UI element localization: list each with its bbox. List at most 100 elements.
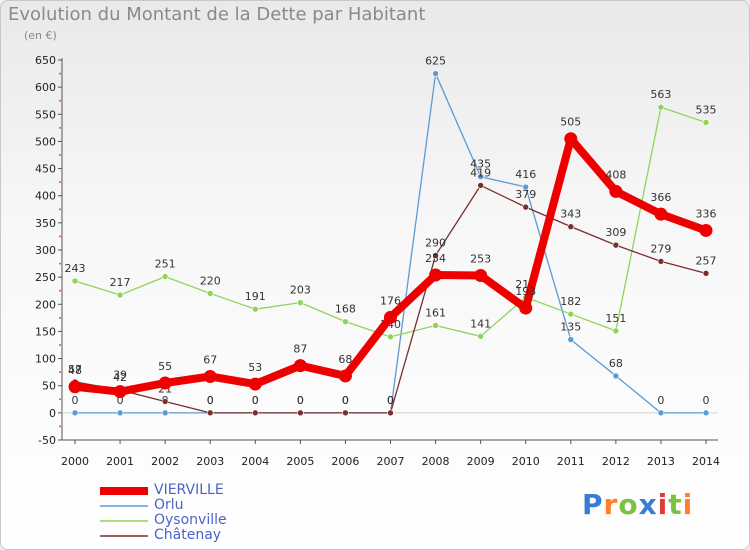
- data-label-orlu: 0: [657, 394, 664, 407]
- data-label-vierville: 55: [158, 360, 172, 373]
- data-label-oysonville: 217: [110, 276, 131, 289]
- y-minor-tick: [59, 371, 61, 374]
- x-tick-label: 2011: [557, 455, 585, 468]
- y-minor-tick: [59, 344, 61, 346]
- chart-unit-label: (en €): [24, 29, 57, 42]
- data-point-orlu: [702, 409, 710, 417]
- data-label-vierville: 87: [293, 343, 307, 356]
- data-label-oysonville: 141: [470, 317, 491, 330]
- data-label-orlu: 0: [387, 394, 394, 407]
- data-point-vierville: [564, 132, 578, 146]
- data-label-chatenay: 343: [560, 208, 581, 221]
- data-point-oysonville: [116, 291, 124, 299]
- data-label-oysonville: 243: [65, 262, 86, 275]
- data-point-oysonville: [702, 119, 710, 126]
- data-label-vierville: 253: [470, 253, 491, 266]
- y-tick-label: -50: [38, 434, 56, 447]
- data-label-oysonville: 191: [245, 290, 266, 303]
- data-point-chatenay: [702, 270, 710, 277]
- data-label-vierville: 336: [696, 207, 717, 220]
- data-label-orlu: 435: [470, 158, 491, 171]
- data-label-chatenay: 290: [425, 236, 446, 249]
- data-label-vierville: 408: [605, 168, 626, 181]
- data-point-oysonville: [432, 322, 439, 329]
- x-tick-label: 2002: [151, 455, 179, 468]
- data-point-orlu: [432, 70, 439, 77]
- logo-letter: x: [638, 488, 658, 521]
- x-tick-label: 2004: [241, 455, 269, 468]
- data-point-chatenay: [387, 409, 394, 417]
- data-point-oysonville: [612, 327, 620, 335]
- logo-letter: i: [657, 488, 669, 521]
- data-point-oysonville: [297, 299, 304, 306]
- data-point-orlu: [116, 409, 124, 417]
- data-point-chatenay: [522, 203, 530, 211]
- data-label-chatenay: 0: [297, 394, 304, 407]
- data-point-chatenay: [297, 409, 304, 417]
- data-point-chatenay: [432, 252, 439, 259]
- data-point-orlu: [567, 336, 575, 343]
- data-label-orlu: 0: [72, 394, 79, 407]
- data-point-orlu: [161, 409, 169, 417]
- data-label-oysonville: 168: [335, 303, 356, 316]
- data-label-orlu: 0: [207, 394, 214, 407]
- data-point-oysonville: [161, 273, 169, 280]
- proxiti-logo: Proxiti: [582, 488, 693, 521]
- data-label-vierville: 39: [113, 369, 127, 382]
- y-tick-label: 400: [35, 190, 56, 203]
- data-point-vierville: [158, 376, 172, 390]
- data-point-chatenay: [477, 182, 484, 189]
- legend-label-oysonville: Oysonville: [154, 512, 227, 528]
- data-label-vierville: 68: [338, 353, 352, 366]
- legend-label-chatenay: Châtenay: [154, 527, 222, 543]
- data-label-chatenay: 279: [650, 242, 671, 255]
- data-point-vierville: [429, 268, 443, 282]
- data-label-chatenay: 379: [515, 188, 536, 201]
- y-minor-tick: [59, 126, 61, 129]
- x-tick-label: 2012: [602, 455, 630, 468]
- data-point-orlu: [657, 409, 665, 417]
- legend-swatch-oysonville: [100, 520, 148, 522]
- data-label-vierville: 67: [203, 353, 217, 366]
- y-minor-tick: [59, 425, 61, 428]
- y-minor-tick: [59, 235, 61, 238]
- x-tick-label: 2000: [61, 455, 89, 468]
- data-point-vierville: [699, 223, 713, 237]
- data-label-orlu: 0: [342, 394, 349, 407]
- data-label-orlu: 0: [252, 394, 259, 407]
- data-point-vierville: [248, 377, 262, 391]
- y-minor-tick: [59, 181, 61, 184]
- data-label-orlu: 625: [425, 55, 446, 68]
- logo-letter: r: [603, 488, 619, 521]
- y-minor-tick: [59, 289, 61, 292]
- data-label-vierville: 366: [650, 191, 671, 204]
- data-label-vierville: 193: [515, 285, 536, 298]
- data-label-oysonville: 220: [200, 274, 221, 287]
- chart-title: Evolution du Montant de la Dette par Hab…: [8, 4, 426, 25]
- y-tick-label: 50: [42, 380, 56, 393]
- x-tick-label: 2006: [331, 455, 359, 468]
- data-label-chatenay: 42: [113, 371, 127, 384]
- y-minor-tick: [59, 99, 61, 102]
- data-label-orlu: 416: [515, 168, 536, 181]
- data-label-chatenay: 257: [696, 254, 717, 267]
- logo-letter: i: [682, 488, 694, 521]
- y-minor-tick: [59, 154, 61, 156]
- data-point-vierville: [384, 310, 397, 324]
- data-label-oysonville: 161: [425, 306, 446, 319]
- legend-label-vierville: VIERVILLE: [154, 482, 224, 498]
- y-tick-label: 600: [35, 81, 56, 94]
- x-tick-label: 2013: [647, 455, 675, 468]
- data-label-chatenay: 0: [252, 394, 259, 407]
- data-label-orlu: 135: [560, 321, 581, 334]
- legend-label-orlu: Orlu: [154, 497, 184, 513]
- data-point-orlu: [71, 409, 79, 417]
- legend-swatch-vierville: [100, 487, 148, 495]
- data-label-oysonville: 203: [290, 284, 311, 297]
- x-tick-label: 2014: [692, 455, 720, 468]
- data-label-oysonville: 151: [605, 312, 626, 325]
- data-point-chatenay: [567, 223, 575, 230]
- data-point-chatenay: [657, 258, 665, 265]
